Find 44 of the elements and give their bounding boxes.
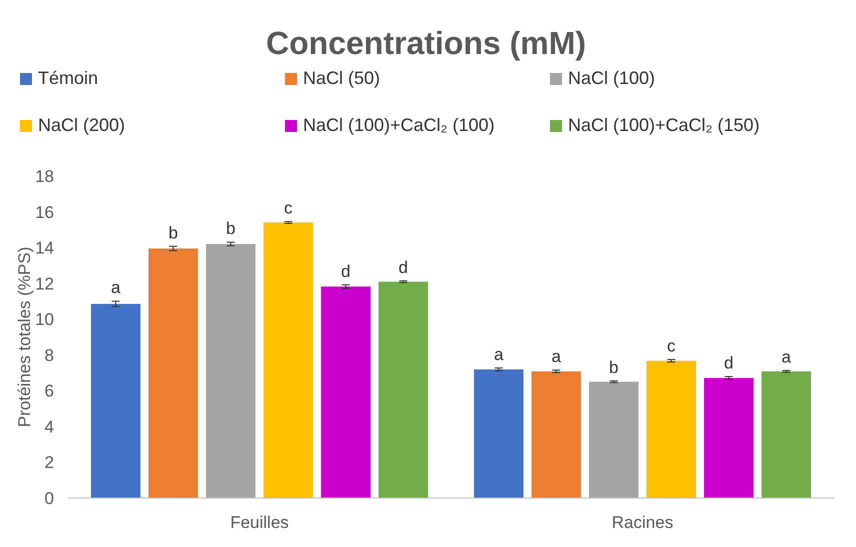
y-tick-label: 10 (35, 310, 54, 330)
bar (646, 360, 696, 498)
legend-label: NaCl (100)+CaCl₂ (150) (568, 115, 760, 135)
legend-label: NaCl (100) (568, 68, 656, 88)
data-label: b (168, 223, 178, 242)
legend-label: NaCl (100)+CaCl₂ (100) (303, 115, 495, 135)
y-tick-label: 4 (44, 417, 54, 436)
y-tick-label: 14 (35, 238, 54, 258)
legend-label: NaCl (50) (303, 68, 380, 88)
legend-label: Témoin (38, 68, 98, 88)
bar (474, 369, 524, 498)
bar (704, 378, 754, 498)
y-axis-title: Protéines totales (%PS) (15, 246, 34, 428)
y-tick-label: 0 (44, 489, 54, 508)
y-tick-label: 12 (35, 274, 54, 294)
data-label: a (494, 344, 504, 364)
data-label: d (398, 258, 408, 277)
y-tick-label: 2 (44, 453, 54, 472)
chart-title: Concentrations (mM) (266, 25, 586, 61)
bar (321, 286, 371, 498)
bar (90, 304, 140, 498)
bar (531, 371, 581, 498)
y-tick-label: 18 (35, 167, 54, 186)
data-label: d (724, 354, 734, 373)
data-label: d (341, 262, 351, 281)
bar (148, 248, 198, 498)
bar (378, 282, 428, 498)
bar (589, 382, 638, 498)
bar (206, 244, 256, 498)
bar (762, 371, 812, 498)
bar (264, 222, 313, 498)
y-tick-label: 6 (44, 382, 54, 401)
x-tick-label: Racines (612, 513, 674, 532)
legend-label: NaCl (200) (38, 115, 126, 135)
x-tick-label: Feuilles (230, 513, 289, 532)
data-label: a (110, 278, 121, 298)
y-tick-label: 8 (44, 346, 54, 365)
y-tick-label: 16 (35, 202, 54, 222)
data-label: a (551, 347, 562, 366)
data-label: b (226, 219, 236, 238)
data-label: c (667, 336, 676, 356)
data-label: c (284, 198, 294, 218)
data-label: b (609, 358, 618, 377)
data-label: a (782, 347, 792, 366)
